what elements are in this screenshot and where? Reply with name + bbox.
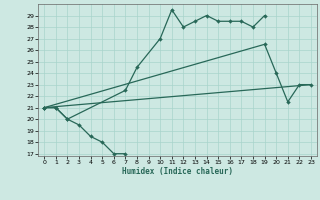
X-axis label: Humidex (Indice chaleur): Humidex (Indice chaleur) xyxy=(122,167,233,176)
